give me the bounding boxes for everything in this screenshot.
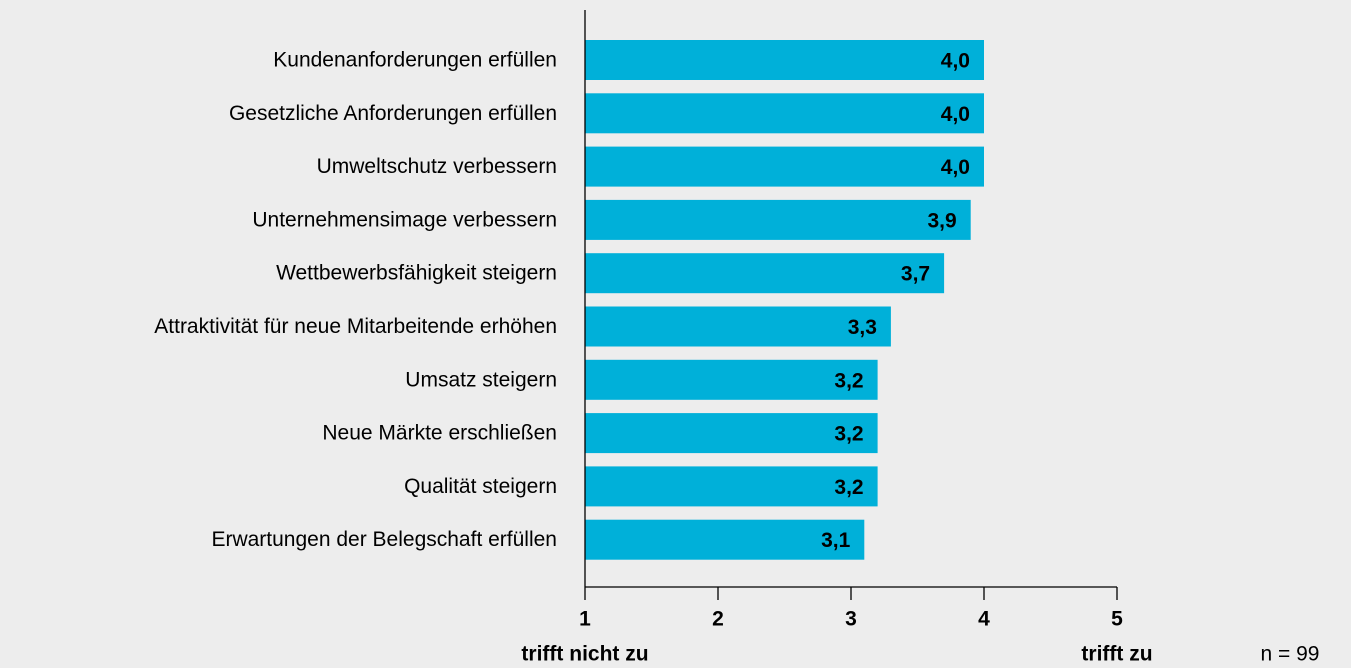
bar	[585, 146, 984, 187]
bar	[585, 253, 945, 294]
bar	[585, 413, 878, 454]
value-label: 4,0	[941, 50, 970, 73]
category-label: Wettbewerbsfähigkeit steigern	[276, 262, 557, 285]
value-label: 4,0	[941, 156, 970, 179]
category-label: Kundenanforderungen erfüllen	[273, 49, 557, 72]
category-label: Unternehmensimage verbessern	[252, 208, 557, 231]
bar	[585, 306, 891, 347]
value-label: 3,7	[901, 263, 930, 286]
category-label: Qualität steigern	[404, 475, 557, 498]
bar	[585, 93, 984, 134]
bar	[585, 199, 971, 240]
x-tick-label: 3	[845, 608, 857, 631]
category-label: Erwartungen der Belegschaft erfüllen	[211, 528, 557, 551]
value-label: 4,0	[941, 103, 970, 126]
value-label: 3,2	[834, 476, 863, 499]
scale-label: trifft nicht zu	[521, 643, 648, 666]
category-label: Neue Märkte erschließen	[322, 422, 557, 445]
category-label: Gesetzliche Anforderungen erfüllen	[229, 102, 557, 125]
x-tick-label: 5	[1111, 608, 1123, 631]
bar	[585, 466, 878, 507]
value-label: 3,9	[927, 209, 956, 232]
x-tick-label: 1	[579, 608, 591, 631]
value-label: 3,2	[834, 369, 863, 392]
category-label: Umweltschutz verbessern	[317, 155, 557, 178]
note: n = 99	[1261, 643, 1320, 666]
scale-label: trifft zu	[1081, 643, 1152, 666]
x-tick-label: 2	[712, 608, 724, 631]
value-label: 3,1	[821, 529, 851, 552]
value-label: 3,3	[848, 316, 877, 339]
category-label: Attraktivität für neue Mitarbeitende erh…	[154, 315, 557, 338]
bar	[585, 359, 878, 400]
x-tick-label: 4	[978, 608, 990, 631]
category-label: Umsatz steigern	[405, 368, 557, 391]
bar	[585, 40, 984, 80]
bar	[585, 519, 865, 560]
value-label: 3,2	[834, 423, 863, 446]
